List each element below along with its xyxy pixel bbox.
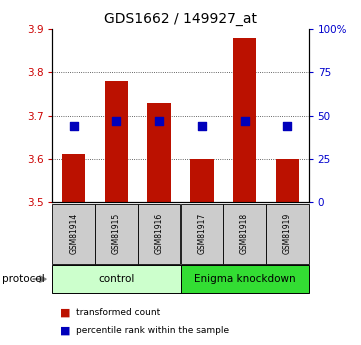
Text: GSM81916: GSM81916 [155, 213, 164, 254]
Text: protocol: protocol [2, 274, 44, 284]
Point [71, 123, 77, 129]
Text: Enigma knockdown: Enigma knockdown [194, 274, 295, 284]
Text: GSM81917: GSM81917 [197, 213, 206, 254]
Point [242, 118, 247, 124]
Bar [147, 102, 171, 202]
Text: GSM81914: GSM81914 [69, 213, 78, 254]
Point [156, 118, 162, 124]
Text: GDS1662 / 149927_at: GDS1662 / 149927_at [104, 12, 257, 26]
Point [113, 118, 119, 124]
Bar [233, 38, 256, 202]
Bar [275, 159, 299, 202]
Text: transformed count: transformed count [76, 308, 160, 317]
Text: ■: ■ [60, 307, 70, 317]
Text: ■: ■ [60, 326, 70, 335]
Point [199, 123, 205, 129]
Bar [62, 154, 86, 202]
Text: GSM81919: GSM81919 [283, 213, 292, 254]
Text: percentile rank within the sample: percentile rank within the sample [76, 326, 229, 335]
Text: control: control [98, 274, 135, 284]
Text: GSM81918: GSM81918 [240, 213, 249, 254]
Point [284, 123, 290, 129]
Bar [190, 159, 214, 202]
Text: GSM81915: GSM81915 [112, 213, 121, 254]
Bar [105, 81, 128, 202]
